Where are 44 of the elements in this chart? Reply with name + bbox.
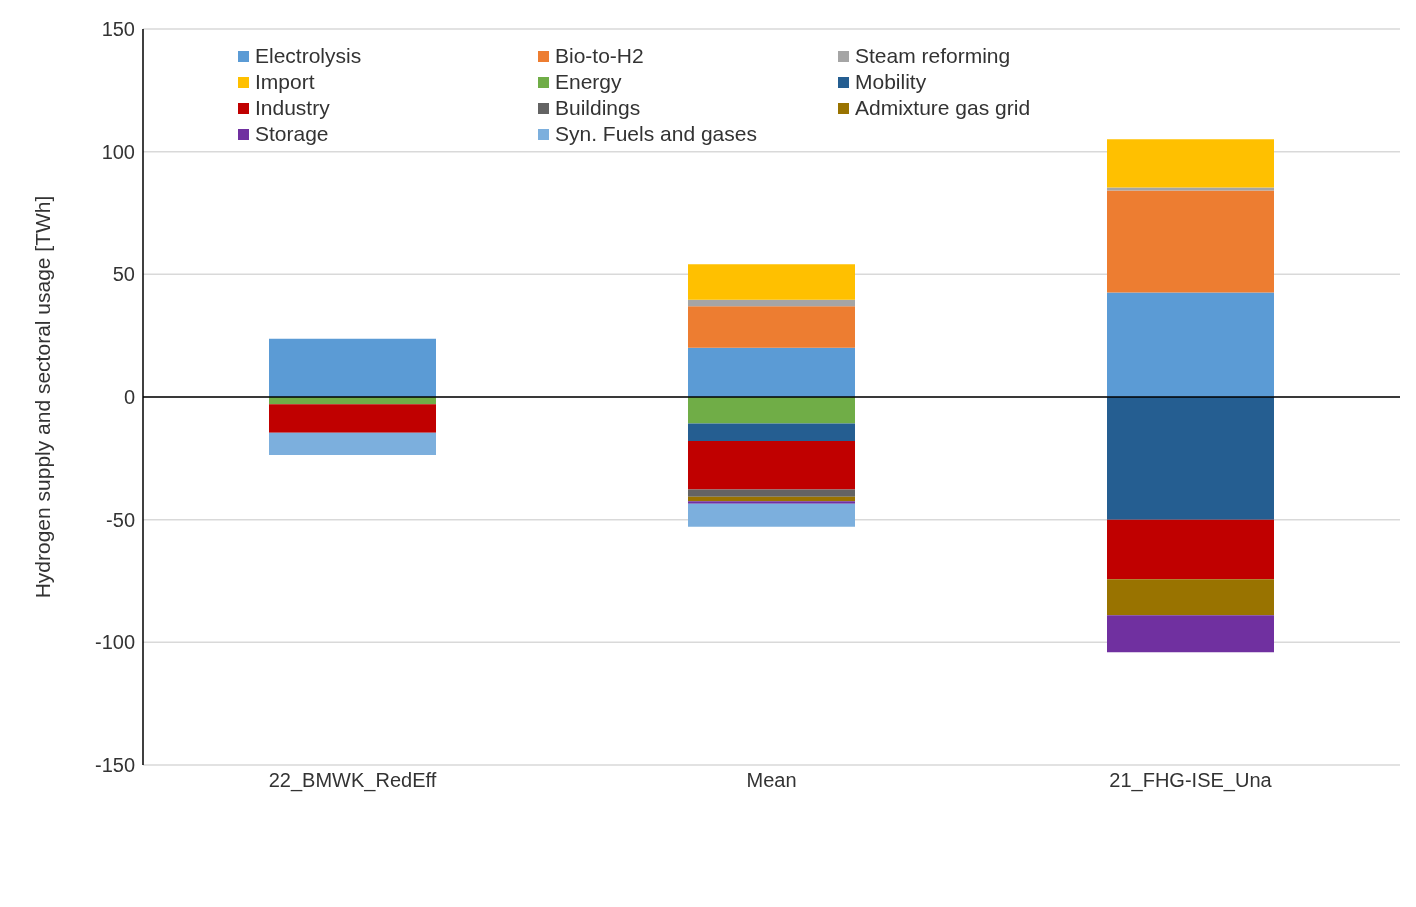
bar — [269, 432, 436, 455]
legend-label: Syn. Fuels and gases — [555, 122, 757, 146]
bar — [688, 501, 855, 504]
legend-label: Mobility — [855, 70, 927, 94]
bar — [1107, 579, 1274, 616]
legend-label: Electrolysis — [255, 44, 362, 68]
x-tick-label: 22_BMWK_RedEff — [268, 769, 437, 793]
legend-label: Buildings — [555, 96, 641, 120]
y-tick-label: 150 — [101, 18, 135, 41]
bar — [688, 489, 855, 497]
bar — [688, 423, 855, 441]
x-tick-label: Mean — [746, 769, 797, 792]
bar — [688, 397, 855, 424]
y-tick-label: 100 — [101, 140, 135, 163]
y-tick-label: 0 — [123, 386, 135, 409]
y-tick-label: -150 — [94, 754, 135, 777]
y-tick-label: 50 — [112, 263, 135, 286]
bar — [1107, 139, 1274, 188]
bar — [688, 306, 855, 348]
bar — [269, 338, 436, 397]
bar — [1107, 615, 1274, 653]
bar — [688, 299, 855, 307]
bar — [688, 503, 855, 527]
y-tick-label: -50 — [106, 508, 135, 531]
legend-label: Storage — [255, 122, 329, 146]
bar — [1107, 190, 1274, 293]
legend-label: Admixture gas grid — [855, 96, 1031, 120]
bar — [269, 404, 436, 433]
legend-label: Energy — [555, 70, 622, 94]
bar — [688, 440, 855, 490]
bar — [1107, 187, 1274, 191]
bar — [1107, 519, 1274, 580]
bar — [688, 496, 855, 502]
legend-label: Steam reforming — [855, 44, 1011, 68]
legend-label: Industry — [255, 96, 330, 120]
y-tick-label: -100 — [94, 631, 135, 654]
y-axis-title: Hydrogen supply and sectoral usage [TWh] — [31, 195, 55, 599]
legend-label: Import — [255, 70, 315, 94]
bar — [1107, 397, 1274, 520]
legend-label: Bio-to-H2 — [555, 44, 644, 68]
bar — [688, 264, 855, 300]
bar — [688, 347, 855, 397]
x-tick-label: 21_FHG-ISE_Una — [1109, 769, 1273, 793]
bar — [1107, 292, 1274, 397]
